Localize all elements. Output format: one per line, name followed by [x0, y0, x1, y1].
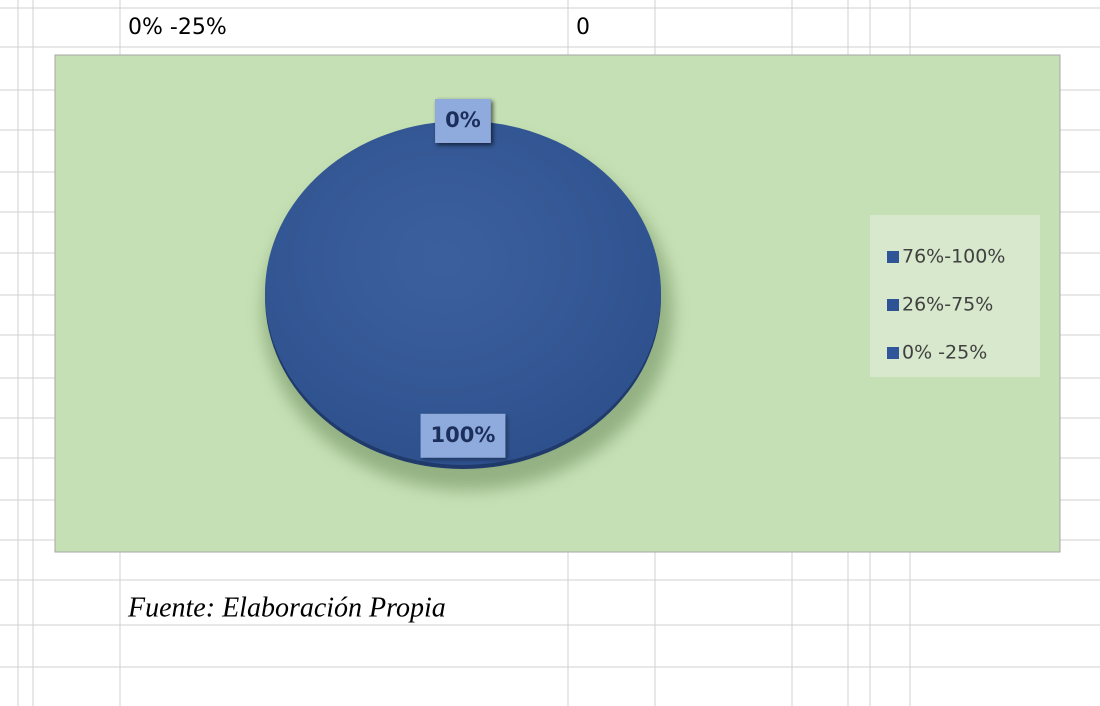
- legend: 76%-100% 26%-75% 0% -25%: [870, 215, 1040, 377]
- legend-label: 0% -25%: [902, 342, 987, 364]
- pie-highlight: [265, 121, 661, 465]
- data-label-text: 0%: [445, 108, 481, 132]
- cell-text: 0: [576, 15, 590, 40]
- data-label: 100%: [420, 413, 506, 458]
- legend-label: 26%-75%: [902, 294, 993, 316]
- cell-text: 0% -25%: [128, 15, 227, 40]
- legend-swatch: [887, 299, 899, 311]
- legend-label: 76%-100%: [902, 246, 1005, 268]
- data-label-box: [435, 99, 491, 143]
- data-label-text: 100%: [431, 423, 496, 447]
- source-note: Fuente: Elaboración Propia: [127, 592, 446, 623]
- legend-swatch: [887, 251, 899, 263]
- data-label: 0%: [435, 99, 491, 143]
- data-label-box: [420, 413, 506, 458]
- chart: 100%0%0%76%-100%26%-75%0% -25%: [54, 54, 1061, 553]
- legend-swatch: [887, 347, 899, 359]
